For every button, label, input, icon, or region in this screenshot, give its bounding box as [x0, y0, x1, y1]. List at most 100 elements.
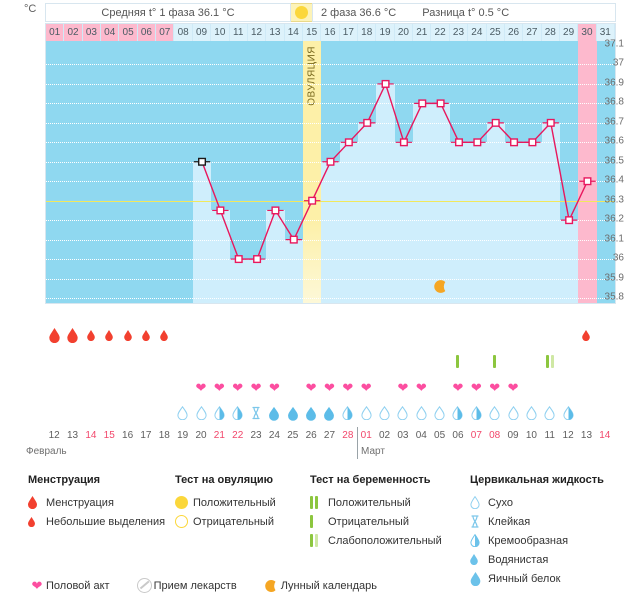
plot-day-cell[interactable]: 08	[174, 24, 193, 41]
cervical-fluid-marker[interactable]	[192, 400, 210, 426]
menstruation-marker[interactable]	[82, 322, 100, 348]
plot-day-cell[interactable]: 24	[468, 24, 487, 41]
plot-day-cell[interactable]: 03	[82, 24, 102, 41]
temperature-point[interactable]	[546, 118, 555, 127]
temperature-point[interactable]	[491, 118, 500, 127]
intercourse-marker[interactable]: ❤	[210, 374, 228, 400]
temperature-point[interactable]	[528, 138, 537, 147]
plot-day-cell[interactable]: 15	[302, 24, 322, 41]
temperature-point[interactable]	[565, 216, 574, 225]
plot-day-cell[interactable]: 27	[523, 24, 542, 41]
plot-day-cell[interactable]: 29	[559, 24, 579, 41]
temperature-point[interactable]	[289, 235, 298, 244]
temperature-point[interactable]	[381, 79, 390, 88]
plot-day-cell[interactable]: 17	[339, 24, 359, 41]
cervical-fluid-marker[interactable]	[559, 400, 577, 426]
menstruation-band[interactable]	[578, 24, 597, 303]
plot-day-cell[interactable]: 13	[266, 24, 285, 41]
date-cell[interactable]: 21	[213, 430, 225, 441]
intercourse-marker[interactable]: ❤	[339, 374, 357, 400]
ovulation-band[interactable]: ОВУЛЯЦИЯ	[302, 24, 322, 303]
menstruation-marker[interactable]	[155, 322, 173, 348]
intercourse-marker[interactable]: ❤	[302, 374, 320, 400]
plot-day-cell[interactable]: 23	[449, 24, 469, 41]
date-cell[interactable]: 16	[122, 430, 134, 441]
plot-day-cell[interactable]: 28	[541, 24, 560, 41]
plot-day-cell[interactable]: 11	[229, 24, 248, 41]
plot-day-cell[interactable]: 10	[211, 24, 230, 41]
intercourse-marker[interactable]: ❤	[467, 374, 485, 400]
date-cell[interactable]: 14	[599, 430, 611, 441]
cervical-fluid-marker[interactable]	[394, 400, 412, 426]
cervical-fluid-marker[interactable]	[210, 400, 228, 426]
pregnancy-test-marker[interactable]	[449, 348, 467, 374]
cervical-fluid-marker[interactable]	[339, 400, 357, 426]
plot-day-cell[interactable]: 25	[486, 24, 505, 41]
plot-day-cell[interactable]: 20	[394, 24, 414, 41]
cervical-fluid-marker[interactable]	[430, 400, 448, 426]
plot-day-cell[interactable]: 22	[431, 24, 450, 41]
date-cell[interactable]: 11	[544, 430, 555, 441]
menstruation-marker[interactable]	[577, 322, 595, 348]
intercourse-marker[interactable]: ❤	[192, 374, 210, 400]
intercourse-marker[interactable]: ❤	[265, 374, 283, 400]
date-cell[interactable]: 22	[232, 430, 244, 441]
temperature-point[interactable]	[436, 99, 445, 108]
cervical-fluid-marker[interactable]	[504, 400, 522, 426]
cervical-fluid-marker[interactable]	[247, 400, 265, 426]
cervical-fluid-marker[interactable]	[284, 400, 302, 426]
date-cell[interactable]: 25	[287, 430, 299, 441]
temperature-point[interactable]	[399, 138, 408, 147]
date-cell[interactable]: 12	[562, 430, 574, 441]
plot-day-cell[interactable]: 21	[413, 24, 432, 41]
plot-day-cell[interactable]: 12	[247, 24, 267, 41]
plot-day-cell[interactable]: 31	[596, 24, 615, 41]
cervical-fluid-marker[interactable]	[357, 400, 375, 426]
plot-day-cell[interactable]: 09	[192, 24, 212, 41]
temperature-point[interactable]	[583, 177, 592, 186]
date-cell[interactable]: 05	[434, 430, 446, 441]
date-cell[interactable]: 13	[580, 430, 593, 441]
temperature-point[interactable]	[308, 196, 317, 205]
plot-day-cell[interactable]: 16	[321, 24, 340, 41]
cervical-fluid-marker[interactable]	[229, 400, 247, 426]
temperature-point[interactable]	[363, 118, 372, 127]
date-cell[interactable]: 06	[452, 430, 464, 441]
intercourse-marker[interactable]: ❤	[449, 374, 467, 400]
cervical-fluid-marker[interactable]	[412, 400, 430, 426]
temperature-point[interactable]	[271, 206, 280, 215]
date-cell[interactable]: 08	[489, 430, 501, 441]
intercourse-marker[interactable]: ❤	[486, 374, 504, 400]
plot-day-cell[interactable]: 02	[64, 24, 83, 41]
plot-day-cell[interactable]: 18	[358, 24, 377, 41]
cervical-fluid-marker[interactable]	[486, 400, 504, 426]
temperature-point[interactable]	[454, 138, 463, 147]
cervical-fluid-marker[interactable]	[449, 400, 467, 426]
date-cell[interactable]: 09	[507, 430, 519, 441]
date-cell[interactable]: 27	[323, 430, 336, 441]
menstruation-marker[interactable]	[100, 322, 118, 348]
plot-day-cell[interactable]: 26	[504, 24, 524, 41]
temperature-point[interactable]	[418, 99, 427, 108]
date-cell[interactable]: 10	[525, 430, 537, 441]
temperature-point[interactable]	[326, 157, 335, 166]
date-cell[interactable]: 24	[268, 430, 280, 441]
cervical-fluid-marker[interactable]	[522, 400, 540, 426]
plot-day-cell[interactable]: 04	[101, 24, 120, 41]
date-cell[interactable]: 13	[66, 430, 79, 441]
intercourse-marker[interactable]: ❤	[320, 374, 338, 400]
cervical-fluid-row[interactable]	[45, 400, 616, 426]
date-cell[interactable]: 28	[342, 430, 354, 441]
date-cell[interactable]: 18	[158, 430, 170, 441]
intercourse-marker[interactable]: ❤	[394, 374, 412, 400]
date-cell[interactable]: 15	[103, 430, 115, 441]
date-cell[interactable]: 19	[177, 430, 189, 441]
temperature-point[interactable]	[473, 138, 482, 147]
pregnancy-test-marker[interactable]	[486, 348, 504, 374]
temperature-point[interactable]	[234, 255, 243, 264]
date-cell[interactable]: 02	[378, 430, 391, 441]
temperature-point[interactable]	[344, 138, 353, 147]
plot-day-cell[interactable]: 07	[156, 24, 175, 41]
date-cell[interactable]: 14	[85, 430, 97, 441]
temperature-plot[interactable]: ОВУЛЯЦИЯ 01 02 03 04 05 06 07 08 09 10 11 12 13 14 15 16…	[45, 23, 616, 304]
